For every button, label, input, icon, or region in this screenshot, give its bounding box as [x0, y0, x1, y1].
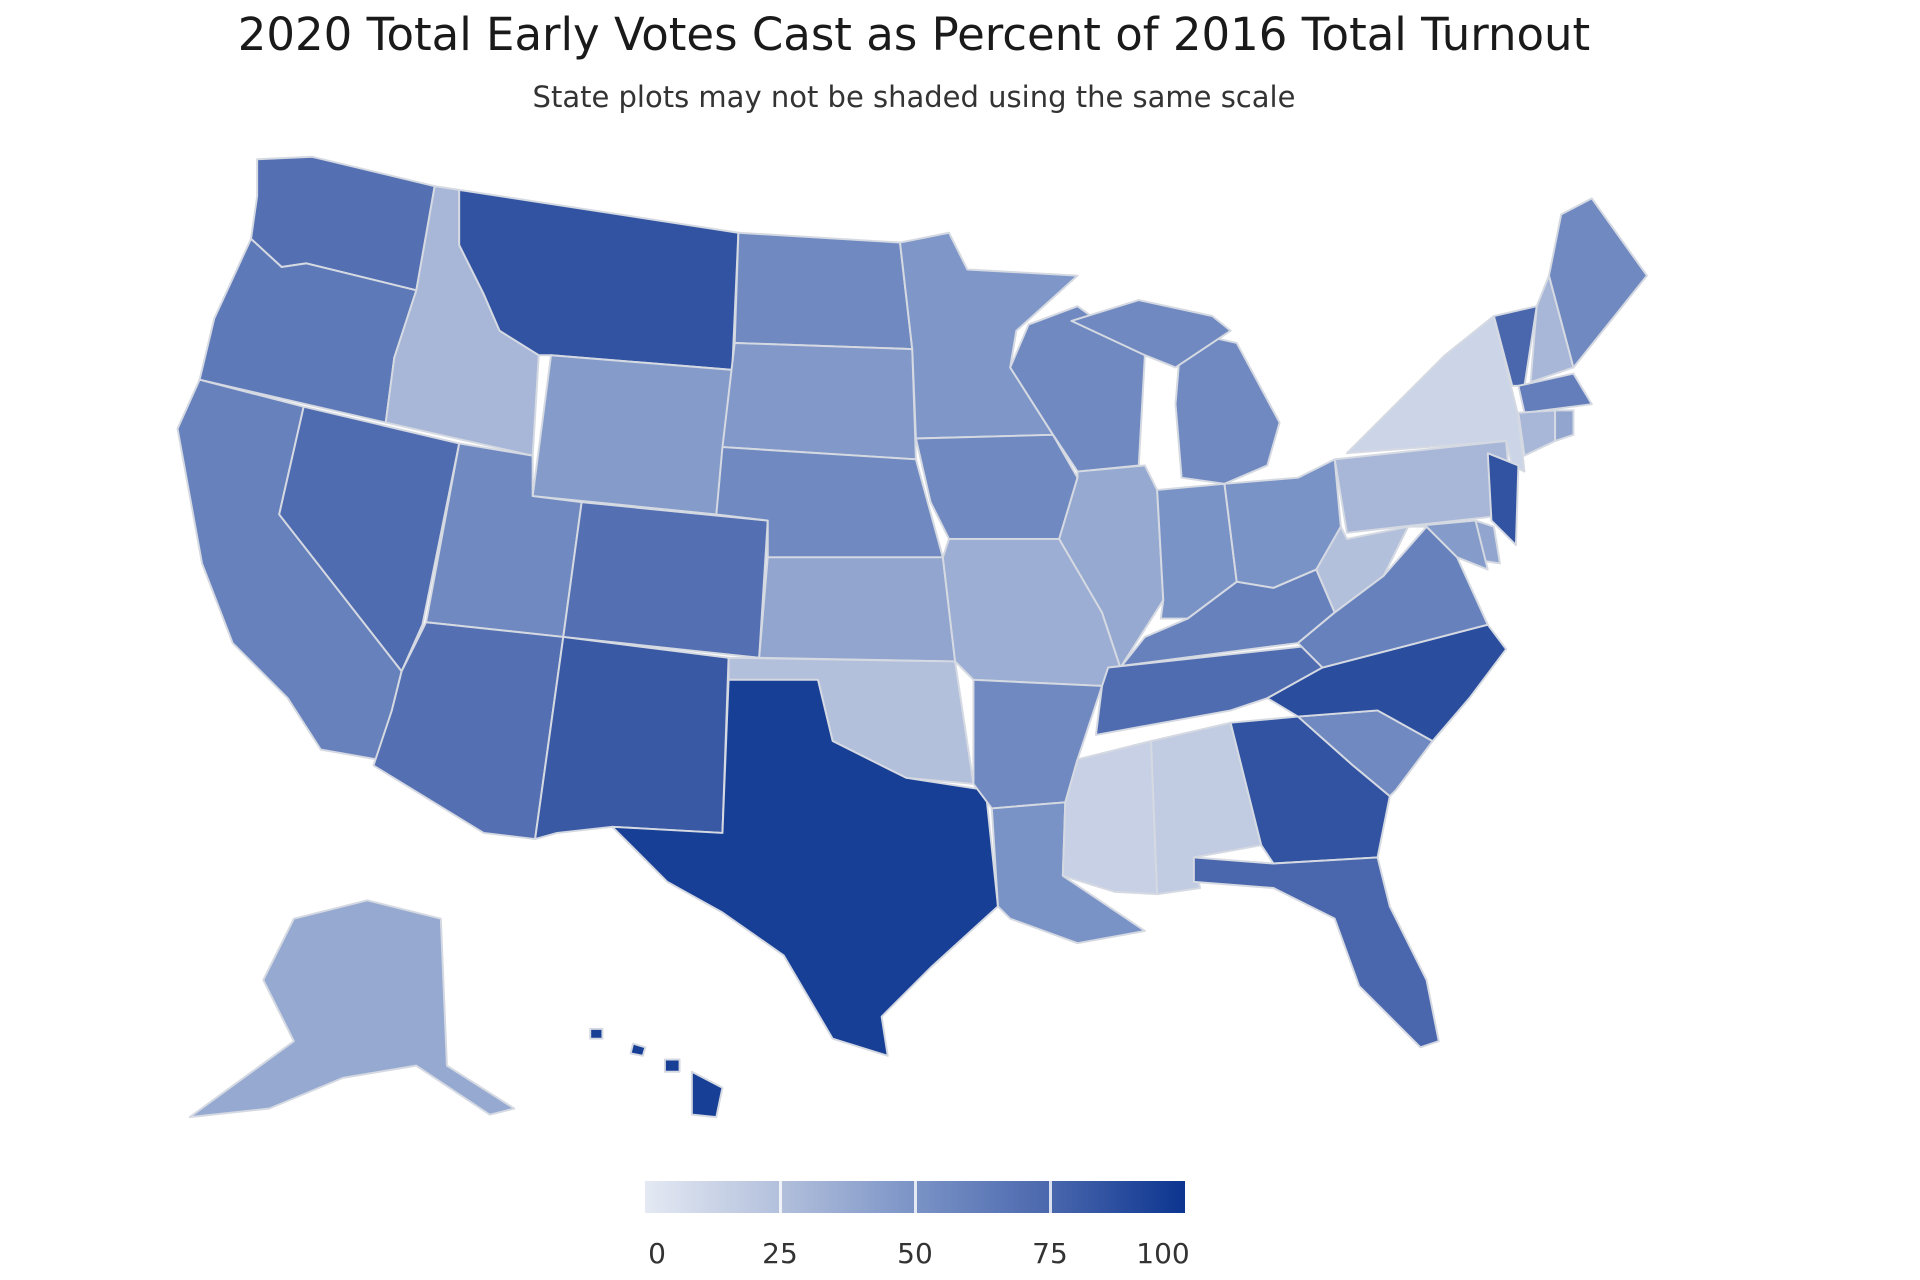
state-mn[interactable]	[899, 231, 1079, 440]
legend-tick-label: 75	[1032, 1237, 1068, 1270]
chart-subtitle: State plots may not be shaded using the …	[532, 80, 1296, 114]
state-nv[interactable]	[278, 405, 461, 673]
state-ky[interactable]	[1107, 568, 1336, 669]
state-ks[interactable]	[758, 556, 957, 663]
chart-title: 2020 Total Early Votes Cast as Percent o…	[237, 8, 1591, 61]
color-scale-legend	[645, 1181, 1185, 1213]
state-ma[interactable]	[1517, 372, 1593, 414]
state-ct[interactable]	[1517, 409, 1557, 457]
state-md[interactable]	[1407, 519, 1489, 571]
state-wy[interactable]	[531, 354, 734, 516]
state-ri[interactable]	[1554, 409, 1575, 442]
state-ms[interactable]	[1061, 740, 1159, 896]
state-ak[interactable]	[188, 899, 516, 1119]
state-tx[interactable]	[611, 678, 999, 1057]
state-mi[interactable]	[1070, 299, 1232, 369]
legend-tick-mark	[779, 1181, 782, 1213]
state-pa[interactable]	[1333, 439, 1514, 534]
legend-tick-mark	[914, 1181, 917, 1213]
state-co[interactable]	[562, 501, 769, 659]
state-nj[interactable]	[1486, 452, 1520, 547]
state-hi[interactable]	[589, 1027, 604, 1040]
state-wi[interactable]	[1009, 305, 1146, 473]
state-sd[interactable]	[721, 341, 917, 461]
state-hi[interactable]	[690, 1070, 724, 1119]
state-fl[interactable]	[1192, 856, 1440, 1049]
legend-tick-label: 0	[648, 1237, 666, 1270]
legend-tick-label: 25	[762, 1237, 798, 1270]
state-hi[interactable]	[629, 1042, 647, 1057]
legend-tick-label: 50	[897, 1237, 933, 1270]
state-hi[interactable]	[663, 1058, 681, 1073]
legend-tick-mark	[1049, 1181, 1052, 1213]
state-me[interactable]	[1548, 197, 1648, 369]
state-ia[interactable]	[914, 433, 1079, 540]
state-nd[interactable]	[733, 231, 914, 351]
state-mi[interactable]	[1174, 329, 1281, 485]
legend-tick-label: 100	[1136, 1237, 1190, 1270]
state-nm[interactable]	[534, 635, 730, 841]
